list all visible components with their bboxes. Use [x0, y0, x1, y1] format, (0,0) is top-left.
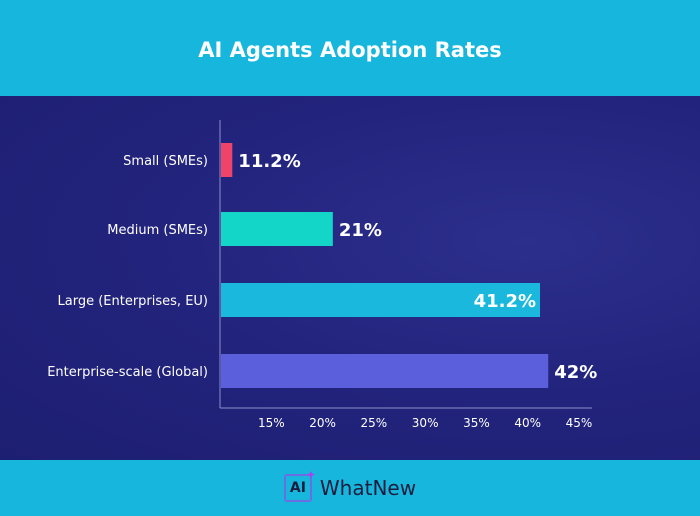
category-label: Medium (SMEs) [107, 223, 208, 238]
logo-icon: AI ✦ [283, 468, 316, 502]
bar [221, 283, 541, 317]
header: AI Agents Adoption Rates [0, 0, 700, 96]
x-tick-label: 35% [463, 416, 490, 430]
bar [221, 212, 333, 246]
bar-chart: Small (SMEs) 11.2% Medium (SMEs) 21% Large (… [47, 120, 597, 430]
data-label: 42% [554, 362, 597, 383]
logo-mark: AI [289, 480, 306, 496]
x-tick-label: 15% [258, 416, 285, 430]
x-tick-label: 30% [412, 416, 439, 430]
chart-area: Small (SMEs) 11.2% Medium (SMEs) 21% Large (… [0, 96, 700, 460]
category-label: Enterprise-scale (Global) [47, 365, 208, 380]
data-label: 21% [339, 220, 382, 241]
x-tick-label: 45% [566, 416, 593, 430]
x-tick-label: 40% [514, 416, 541, 430]
data-label: 41.2% [474, 291, 536, 312]
sparkle-icon: ✦ [305, 468, 316, 482]
logo-text: WhatNew [319, 476, 417, 500]
x-tick-label: 25% [361, 416, 388, 430]
category-label: Small (SMEs) [123, 154, 208, 169]
x-tick-label: 20% [309, 416, 336, 430]
bar [221, 354, 549, 388]
data-label: 11.2% [238, 151, 300, 172]
category-label: Large (Enterprises, EU) [58, 294, 209, 309]
footer: AI ✦ WhatNew [0, 460, 700, 516]
chart-title: AI Agents Adoption Rates [198, 38, 502, 62]
bar [221, 143, 233, 177]
